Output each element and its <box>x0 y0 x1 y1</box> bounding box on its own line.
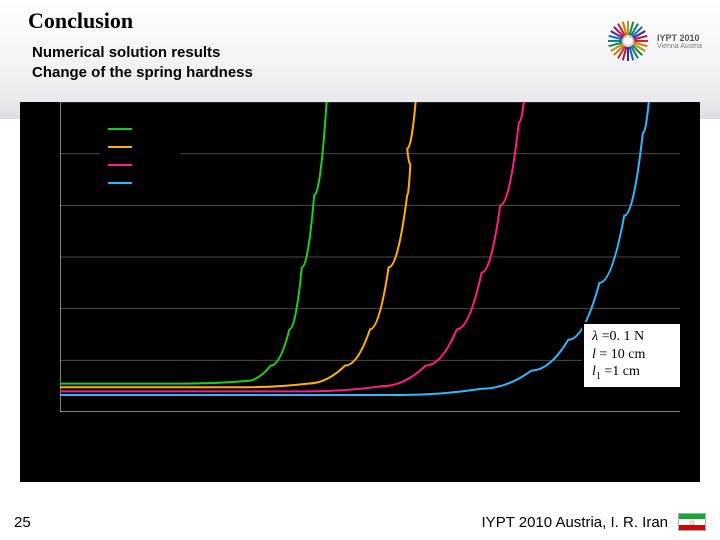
logo-label: IYPT 2010 <box>657 33 702 43</box>
param-l1: l1 =1 cm <box>592 363 672 383</box>
chart-background: λ =0. 1 N l = 10 cm l1 =1 cm <box>20 102 700 482</box>
logo-text: IYPT 2010 Vienna Austria <box>657 33 702 50</box>
subtitle-line-2: Change of the spring hardness <box>32 64 253 81</box>
legend-swatch <box>108 146 132 148</box>
logo-sunburst-icon <box>605 18 651 64</box>
logo-sublabel: Vienna Austria <box>657 43 702 50</box>
legend-swatch <box>108 182 132 184</box>
footer-right-group: IYPT 2010 Austria, I. R. Iran ۞ <box>482 513 706 531</box>
footer-text: IYPT 2010 Austria, I. R. Iran <box>482 514 668 531</box>
iran-flag-icon: ۞ <box>678 513 706 531</box>
legend-row <box>108 138 172 156</box>
legend-row <box>108 120 172 138</box>
chart-legend <box>100 114 180 192</box>
slide-root: Conclusion Numerical solution results Ch… <box>0 0 720 540</box>
param-l: l = 10 cm <box>592 346 672 364</box>
page-number: 25 <box>14 514 31 531</box>
parameters-box: λ =0. 1 N l = 10 cm l1 =1 cm <box>582 322 682 389</box>
event-logo: IYPT 2010 Vienna Austria <box>605 18 702 64</box>
slide-title: Conclusion <box>28 8 133 34</box>
slide-footer: 25 IYPT 2010 Austria, I. R. Iran ۞ <box>0 504 720 540</box>
subtitle-line-1: Numerical solution results <box>32 44 220 61</box>
legend-row <box>108 156 172 174</box>
param-lambda: λ =0. 1 N <box>592 328 672 346</box>
legend-row <box>108 174 172 192</box>
legend-swatch <box>108 164 132 166</box>
legend-swatch <box>108 128 132 130</box>
